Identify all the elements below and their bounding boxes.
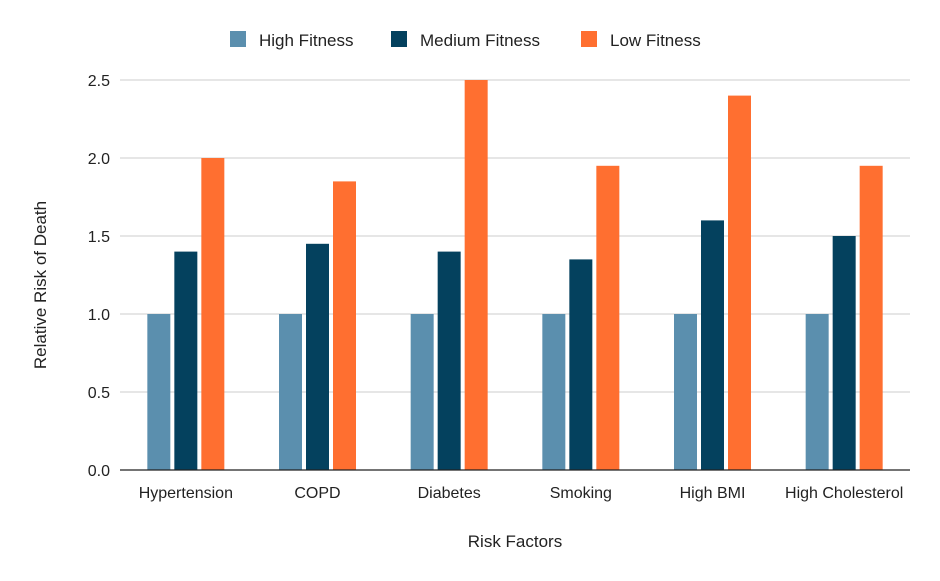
- legend-label: Medium Fitness: [420, 31, 540, 50]
- x-tick-label: COPD: [294, 485, 340, 502]
- x-axis-title: Risk Factors: [468, 532, 562, 551]
- bar: [147, 314, 171, 470]
- bar: [437, 251, 461, 470]
- legend: High Fitness Medium Fitness Low Fitness: [230, 31, 701, 50]
- bar: [201, 158, 225, 470]
- bar: [306, 243, 329, 470]
- legend-label: Low Fitness: [610, 31, 701, 50]
- legend-swatch: [581, 31, 597, 47]
- gridlines: [120, 79, 910, 393]
- bar: [410, 314, 434, 470]
- bar: [596, 165, 620, 471]
- bar: [279, 314, 302, 470]
- legend-swatch: [391, 31, 407, 47]
- bar: [333, 181, 356, 470]
- y-tick-label: 1.0: [88, 307, 110, 324]
- x-tick-label: High BMI: [680, 485, 746, 502]
- y-axis-title: Relative Risk of Death: [31, 201, 50, 369]
- bar: [728, 95, 751, 470]
- x-tick-label: Hypertension: [139, 485, 233, 502]
- y-tick-label: 0.5: [88, 385, 110, 402]
- x-tick-label: Diabetes: [418, 485, 481, 502]
- bars: [147, 80, 883, 471]
- x-tick-label: Smoking: [550, 485, 612, 502]
- bar: [464, 80, 488, 470]
- bar: [569, 259, 593, 470]
- bar: [701, 220, 724, 470]
- y-tick-label: 1.5: [88, 229, 110, 246]
- bar: [832, 236, 856, 470]
- legend-label: High Fitness: [259, 31, 353, 50]
- bar: [805, 314, 829, 470]
- y-tick-label: 2.0: [88, 151, 110, 168]
- y-tick-labels: 0.0 0.5 1.0 1.5 2.0 2.5: [88, 73, 110, 480]
- bar: [859, 165, 883, 471]
- bar: [174, 251, 198, 470]
- bar: [542, 314, 566, 470]
- x-tick-label: High Cholesterol: [785, 485, 903, 502]
- x-tick-labels: Hypertension COPD Diabetes Smoking High BMI H…: [139, 485, 904, 502]
- bar: [674, 314, 697, 470]
- y-tick-label: 0.0: [88, 463, 110, 480]
- y-tick-label: 2.5: [88, 73, 110, 90]
- legend-swatch: [230, 31, 246, 47]
